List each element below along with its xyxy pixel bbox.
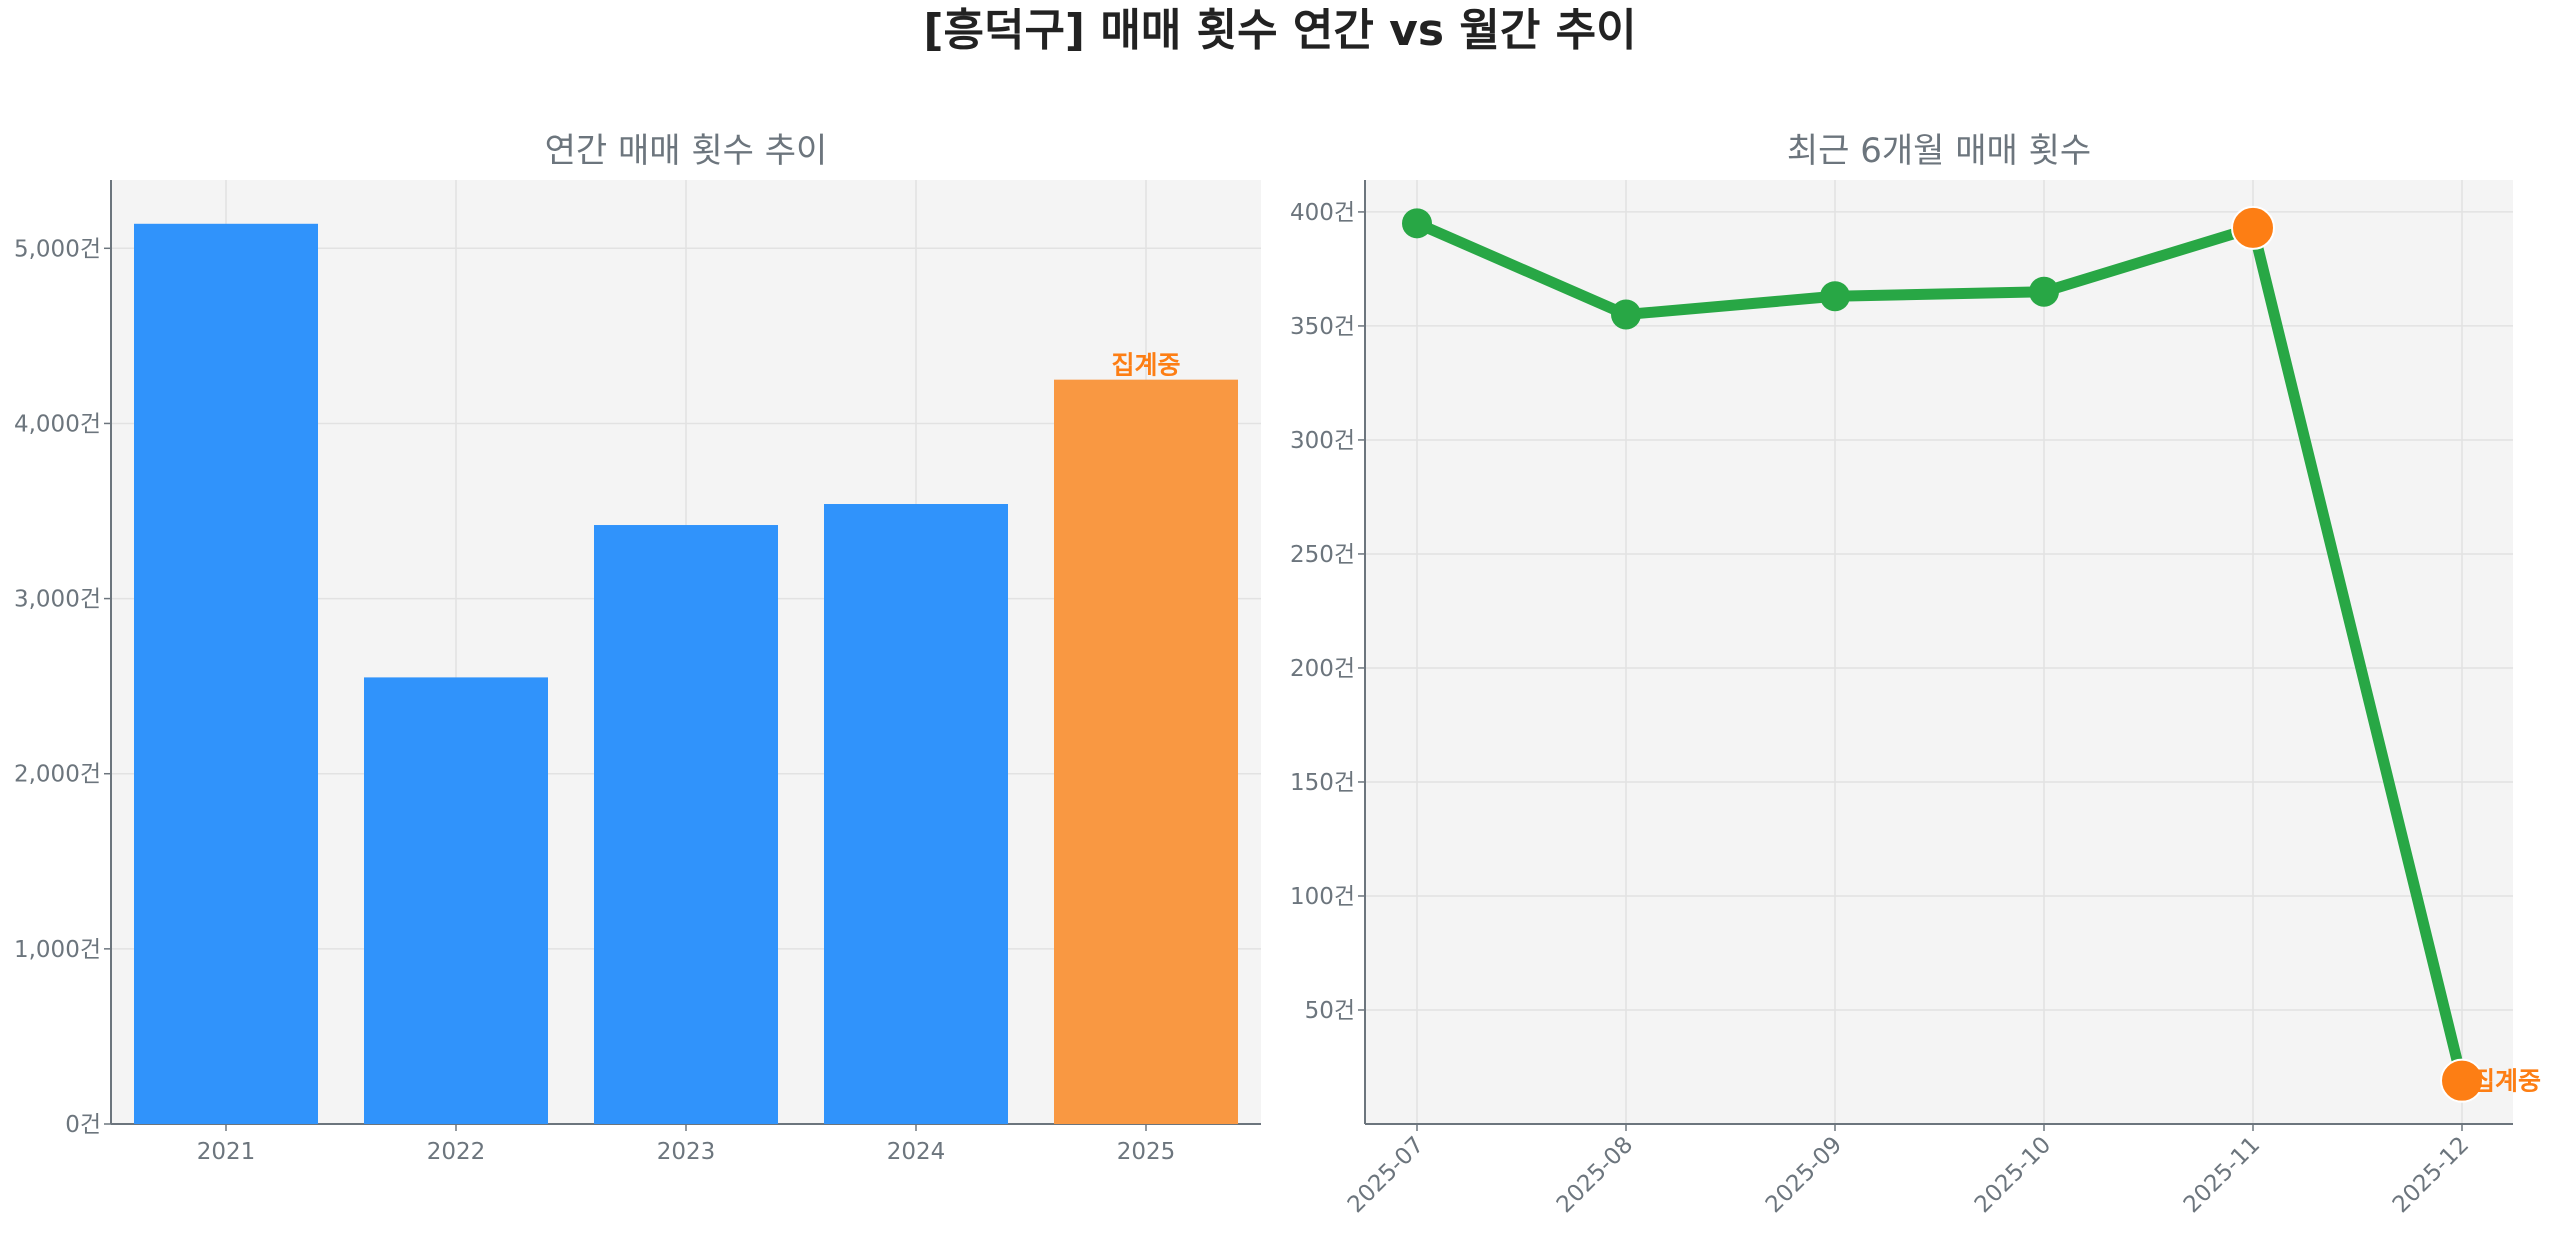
x-tick-label: 2025-12 bbox=[2388, 1132, 2474, 1218]
y-tick-label: 2,000건 bbox=[14, 762, 101, 788]
y-tick-label: 0건 bbox=[65, 1112, 101, 1138]
x-tick-label: 2025-09 bbox=[1761, 1132, 1847, 1218]
pending-annotation: 집계중 bbox=[1111, 351, 1180, 380]
monthly-line-chart: 50건 100건 150건 200건 250건 300건 350건 400건 최근 6개월 매매… bbox=[1290, 131, 2541, 1218]
bar-2022 bbox=[364, 677, 548, 1124]
bar-2024 bbox=[824, 504, 1008, 1124]
subplot-title: 연간 매매 횟수 추이 bbox=[545, 131, 828, 171]
x-tick-label: 2025 bbox=[1117, 1139, 1176, 1165]
y-tick-label: 250건 bbox=[1290, 542, 1355, 568]
bar-2025 bbox=[1054, 379, 1238, 1124]
x-tick-label: 2021 bbox=[197, 1139, 256, 1165]
x-tick-label: 2023 bbox=[657, 1139, 716, 1165]
y-tick-label: 50건 bbox=[1305, 998, 1355, 1024]
y-tick-label: 4,000건 bbox=[14, 411, 101, 437]
x-tick-label: 2024 bbox=[887, 1139, 946, 1165]
y-tick-label: 400건 bbox=[1290, 200, 1355, 226]
pending-annotation: 집계중 bbox=[2472, 1067, 2541, 1096]
y-tick-label: 3,000건 bbox=[14, 587, 101, 613]
series-line bbox=[1414, 218, 2468, 1082]
y-tick-label: 150건 bbox=[1290, 770, 1355, 796]
x-tick-label: 2025-10 bbox=[1970, 1132, 2056, 1218]
annual-bar-chart: 0건 1,000건 2,000건 3,000건 4,000건 5,000건 연간 매매 횟수… bbox=[14, 131, 1261, 1165]
data-point-2025-11 bbox=[2231, 205, 2275, 250]
y-tick-label: 300건 bbox=[1290, 428, 1355, 454]
y-tick-label: 5,000건 bbox=[14, 236, 101, 262]
bar-2023 bbox=[594, 525, 778, 1124]
x-tick-label: 2022 bbox=[427, 1139, 486, 1165]
data-point-2025-09 bbox=[1820, 281, 1850, 312]
plot-area bbox=[1365, 180, 2513, 1124]
y-tick-label: 1,000건 bbox=[14, 937, 101, 963]
x-tick-label: 2025-07 bbox=[1343, 1132, 1429, 1218]
y-tick-label: 100건 bbox=[1290, 884, 1355, 910]
x-tick-label: 2025-11 bbox=[2179, 1132, 2265, 1218]
figure-title: [흥덕구] 매매 횟수 연간 vs 월간 추이 bbox=[923, 5, 1636, 56]
bar-2021 bbox=[134, 223, 318, 1124]
data-point-2025-07 bbox=[1402, 208, 1432, 239]
y-tick-label: 350건 bbox=[1290, 314, 1355, 340]
data-point-2025-10 bbox=[2029, 276, 2059, 307]
data-point-2025-08 bbox=[1611, 299, 1641, 330]
x-tick-label: 2025-08 bbox=[1552, 1132, 1638, 1218]
subplot-title: 최근 6개월 매매 횟수 bbox=[1787, 131, 2091, 171]
y-tick-label: 200건 bbox=[1290, 656, 1355, 682]
data-point-2025-12 bbox=[2440, 1058, 2484, 1103]
